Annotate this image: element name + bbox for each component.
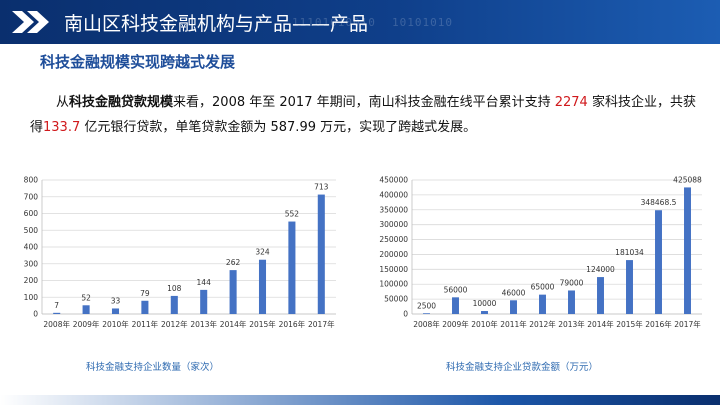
bar — [170, 295, 178, 314]
paragraph-text: 从 — [56, 95, 70, 110]
x-tick-label: 2013年 — [558, 319, 585, 329]
x-tick-label: 2016年 — [645, 319, 672, 329]
header-decoration-binary: 11101010010 — [292, 16, 376, 29]
bar — [53, 312, 61, 314]
x-tick-label: 2014年 — [587, 319, 614, 329]
y-tick-label: 200 — [24, 276, 39, 285]
bar — [626, 260, 633, 314]
data-label: 713 — [314, 183, 329, 192]
bar — [510, 300, 517, 314]
data-label: 52 — [81, 293, 91, 302]
bar — [568, 290, 575, 314]
data-label: 2500 — [417, 301, 436, 310]
bar — [684, 187, 691, 314]
y-tick-label: 600 — [24, 209, 39, 218]
data-label: 7 — [54, 301, 59, 310]
highlight-number: 133.7 — [43, 120, 81, 135]
bar — [423, 313, 430, 314]
data-label: 181034 — [615, 248, 644, 257]
x-tick-label: 2015年 — [249, 319, 276, 329]
page-title: 南山区科技金融机构与产品——产品 — [64, 13, 369, 35]
x-tick-label: 2012年 — [161, 319, 188, 329]
data-label: 348468.5 — [641, 198, 677, 207]
double-chevron-icon — [12, 11, 49, 33]
data-label: 425088 — [673, 175, 702, 184]
y-tick-label: 50000 — [384, 295, 408, 304]
bar — [82, 305, 90, 314]
y-tick-label: 500 — [24, 226, 39, 235]
section-subtitle: 科技金融规模实现跨越式发展 — [40, 53, 236, 71]
x-tick-label: 2016年 — [279, 319, 306, 329]
x-tick-label: 2017年 — [674, 319, 701, 329]
y-tick-label: 150000 — [379, 265, 408, 274]
x-tick-label: 2017年 — [308, 319, 335, 329]
data-label: 56000 — [444, 285, 468, 294]
x-tick-label: 2010年 — [102, 319, 129, 329]
x-tick-label: 2008年 — [413, 319, 440, 329]
data-label: 552 — [285, 210, 300, 219]
data-label: 144 — [197, 278, 212, 287]
y-tick-label: 450000 — [379, 176, 408, 185]
y-tick-label: 700 — [24, 192, 39, 201]
bar — [258, 259, 267, 314]
y-tick-label: 300000 — [379, 220, 408, 229]
data-label: 124000 — [586, 265, 615, 274]
y-tick-label: 250000 — [379, 235, 408, 244]
x-tick-label: 2010年 — [471, 319, 498, 329]
x-tick-label: 2015年 — [616, 319, 643, 329]
y-tick-label: 400000 — [379, 190, 408, 199]
bar — [111, 308, 120, 314]
y-tick-label: 300 — [24, 259, 39, 268]
x-tick-label: 2008年 — [43, 319, 70, 329]
bar — [229, 270, 237, 314]
x-tick-label: 2014年 — [220, 319, 247, 329]
data-label: 79 — [140, 289, 150, 298]
header-bar: 11101010010 10101010 南山区科技金融机构与产品——产品 — [0, 0, 720, 44]
data-label: 262 — [226, 258, 241, 267]
bar — [539, 294, 546, 314]
data-label: 108 — [167, 284, 182, 293]
bar — [481, 311, 488, 314]
y-tick-label: 350000 — [379, 205, 408, 214]
paragraph-bold-text: 科技金融贷款规模 — [69, 95, 174, 110]
x-tick-label: 2012年 — [529, 319, 556, 329]
y-tick-label: 100000 — [379, 280, 408, 289]
y-tick-label: 0 — [33, 310, 38, 319]
x-tick-label: 2009年 — [442, 319, 469, 329]
chart-caption-left: 科技金融支持企业数量（家次） — [86, 362, 220, 373]
x-tick-label: 2009年 — [73, 319, 100, 329]
bar — [452, 297, 459, 314]
footer-bar — [0, 395, 720, 405]
bar — [597, 277, 604, 314]
bar — [141, 300, 149, 314]
bar — [200, 289, 208, 314]
data-label: 46000 — [502, 288, 526, 297]
y-tick-label: 200000 — [379, 250, 408, 259]
chart-caption-right: 科技金融支持企业贷款金额（万元） — [446, 362, 599, 373]
data-label: 324 — [255, 248, 270, 257]
header-decoration-binary: 10101010 — [392, 16, 453, 29]
bar — [655, 210, 662, 314]
highlight-number: 2274 — [554, 95, 588, 110]
data-label: 79000 — [560, 278, 584, 287]
y-tick-label: 0 — [403, 310, 408, 319]
y-tick-label: 400 — [24, 243, 39, 252]
y-tick-label: 100 — [24, 293, 39, 302]
data-label: 65000 — [531, 283, 555, 292]
data-label: 33 — [111, 296, 121, 305]
x-tick-label: 2013年 — [190, 319, 217, 329]
paragraph-text: 来看，2008 年至 2017 年期间，南山科技金融在线平台累计支持 — [173, 95, 555, 110]
bar — [288, 221, 296, 314]
paragraph-text: 亿元银行贷款，单笔贷款金额为 587.99 万元，实现了跨越式发展。 — [80, 120, 477, 135]
data-label: 10000 — [473, 299, 497, 308]
x-tick-label: 2011年 — [132, 319, 159, 329]
y-tick-label: 800 — [24, 176, 39, 185]
x-tick-label: 2011年 — [500, 319, 527, 329]
paragraph-text: 家科技企业，共获得 — [30, 95, 696, 135]
bar — [317, 194, 325, 314]
summary-paragraph: 从科技金融贷款规模来看，2008 年至 2017 年期间，南山科技金融在线平台累… — [30, 90, 698, 140]
